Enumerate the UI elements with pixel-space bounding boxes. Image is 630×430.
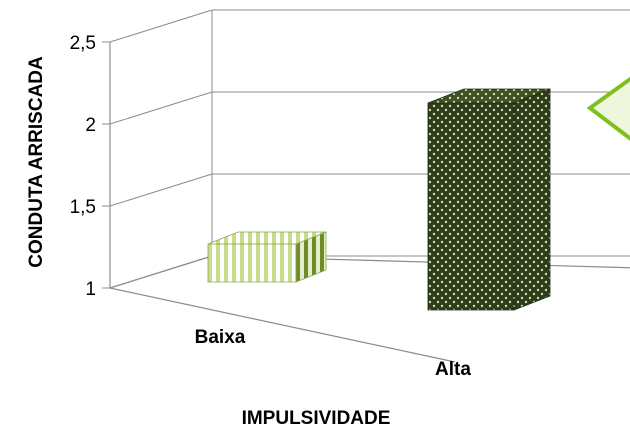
category-label-alta: Alta xyxy=(435,359,471,380)
y-tick-label: 1,5 xyxy=(70,197,96,218)
y-tick-label: 1 xyxy=(85,279,96,300)
x-axis-title: IMPULSIVIDADE xyxy=(242,408,391,429)
category-labels: Baixa Alta xyxy=(195,327,472,380)
legend-marker-icon xyxy=(586,76,630,141)
gridlines xyxy=(109,9,630,363)
bar-top-face xyxy=(427,88,551,104)
y-tick-label: 2,5 xyxy=(70,33,96,54)
y-axis-title: CONDUTA ARRISCADA xyxy=(26,56,47,268)
floor-front-edge xyxy=(109,287,456,363)
bar-front-face xyxy=(207,243,297,283)
category-label-baixa: Baixa xyxy=(195,327,246,348)
y-tick-label: 2 xyxy=(85,115,96,136)
y-axis: 1 1,5 2 2,5 xyxy=(70,33,111,300)
gridline-side xyxy=(109,173,213,207)
gridline-side xyxy=(109,255,213,289)
bars xyxy=(207,88,551,311)
gridline-side xyxy=(109,9,213,43)
bar-baixa xyxy=(207,231,327,283)
bar-top-face xyxy=(207,231,327,245)
gridline-side xyxy=(109,91,213,125)
bar-side-face xyxy=(513,88,551,311)
legend xyxy=(586,76,630,141)
bar-front-face xyxy=(427,102,515,311)
bar-alta xyxy=(427,88,551,311)
